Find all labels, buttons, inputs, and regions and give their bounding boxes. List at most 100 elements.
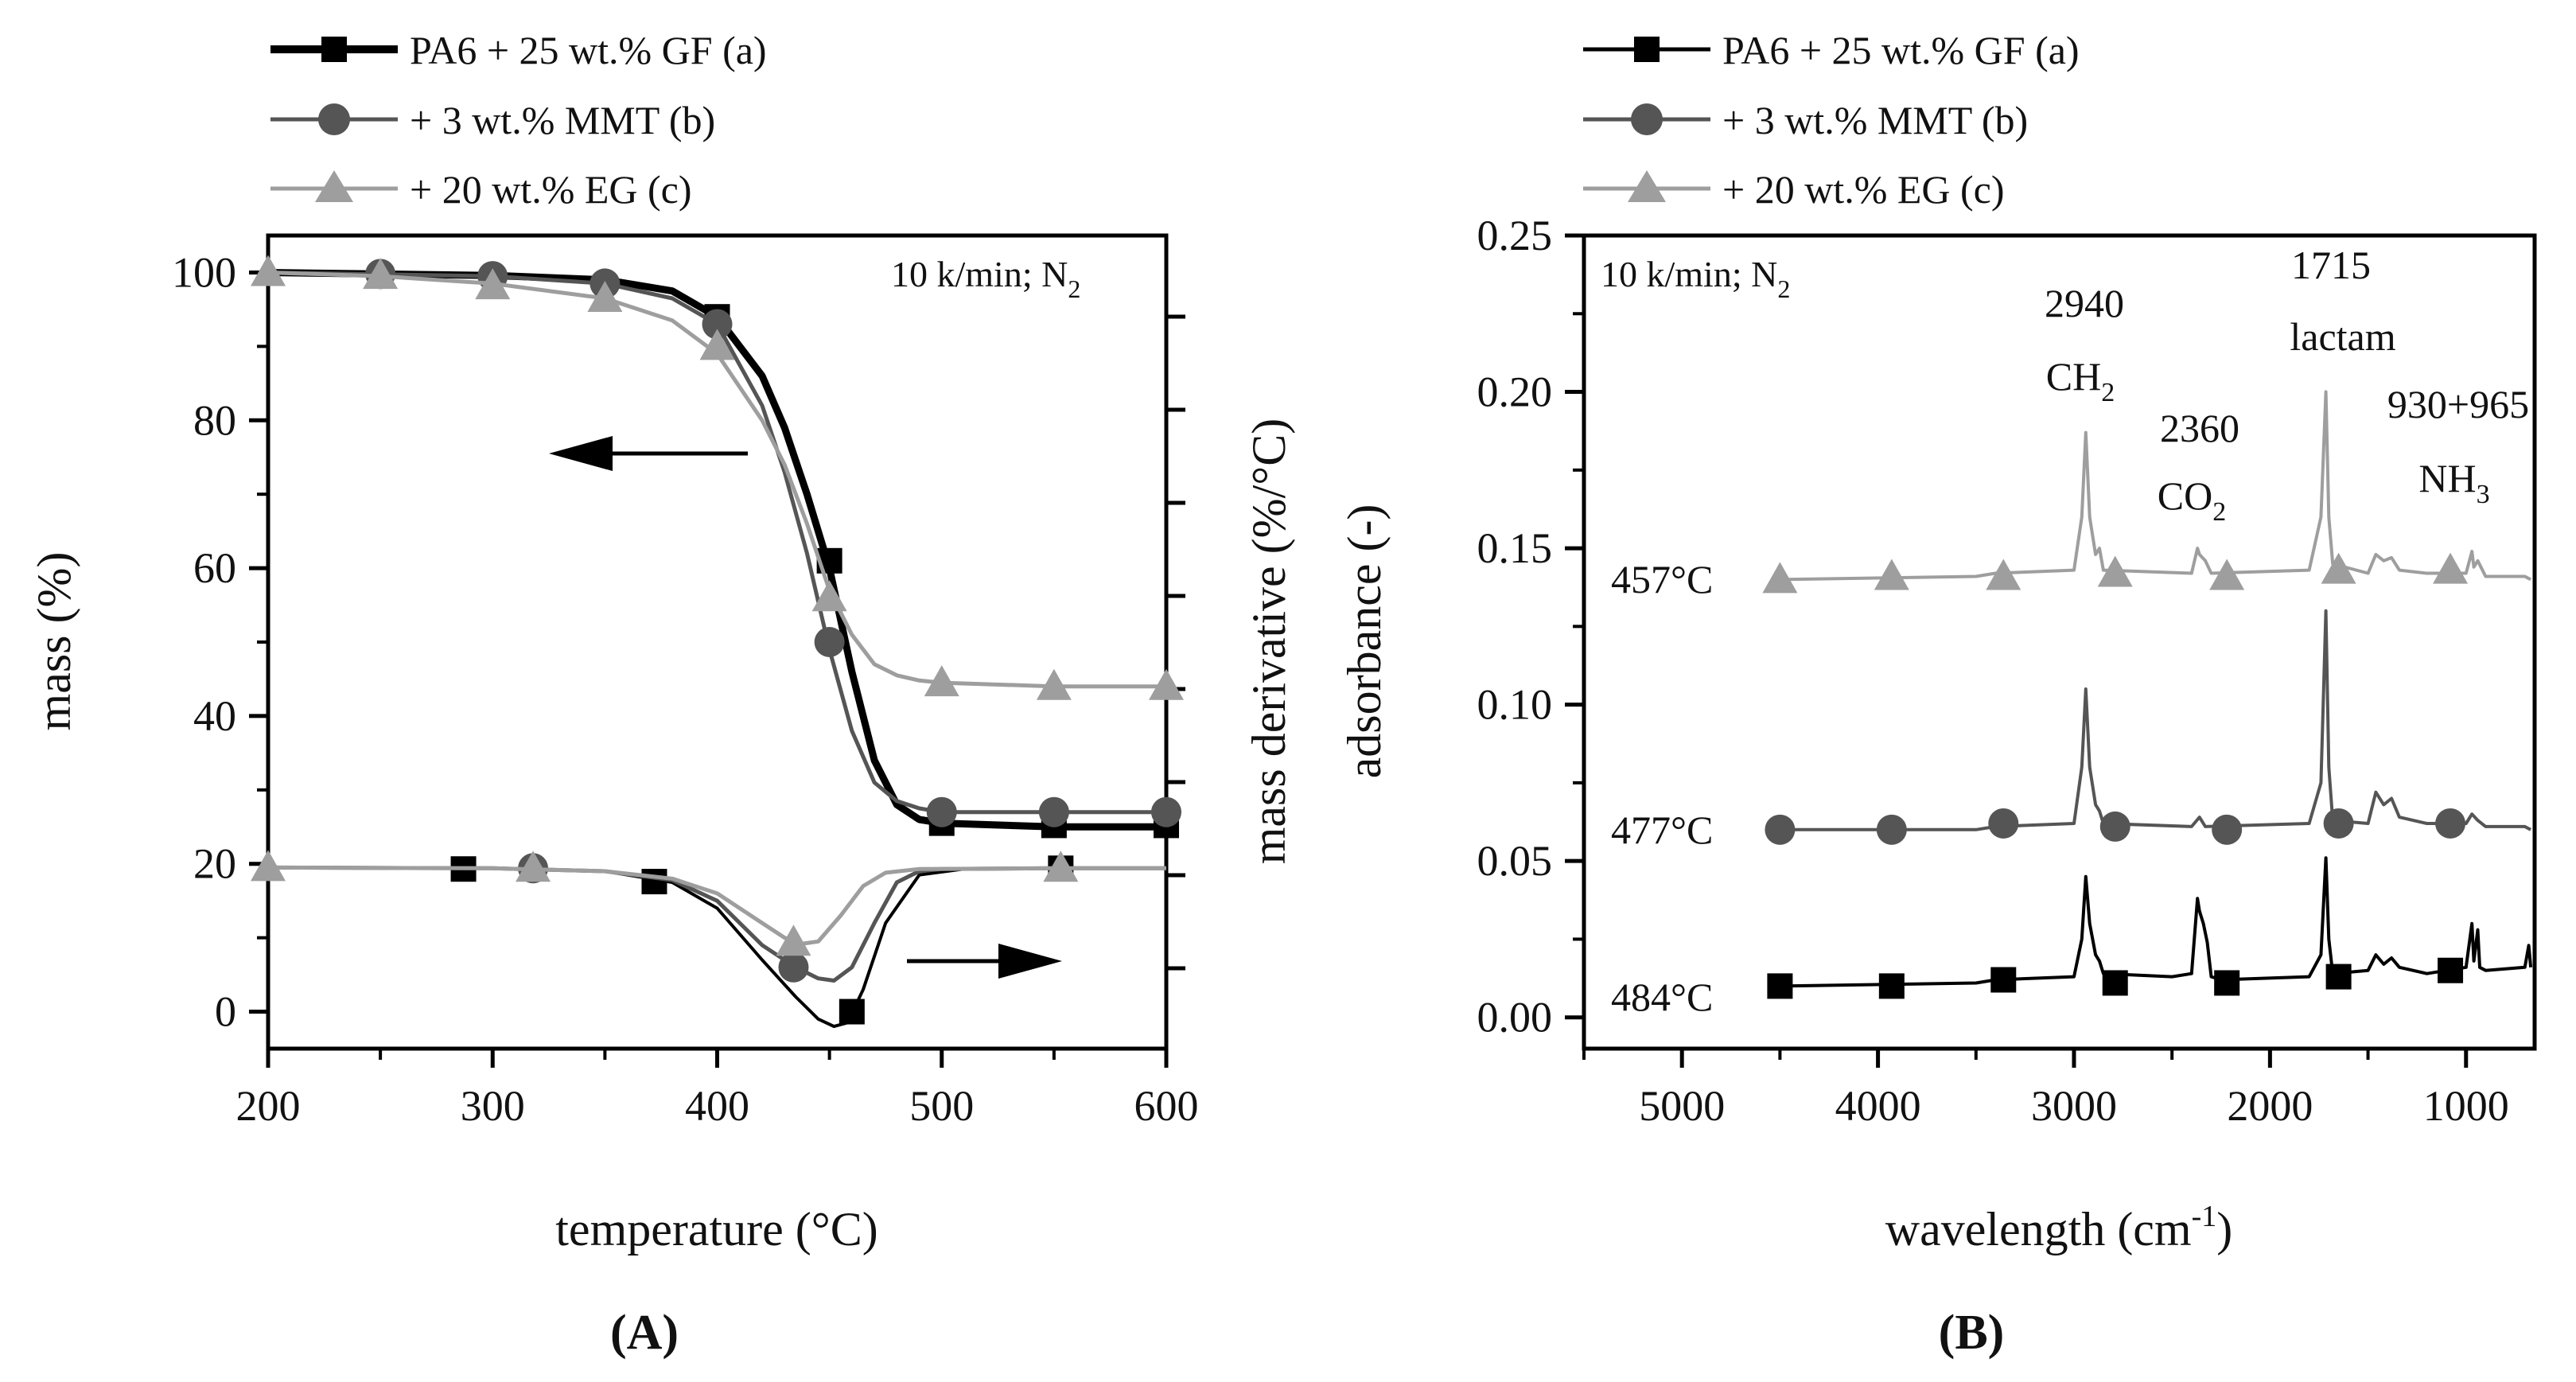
data-point-b-2 <box>2209 559 2245 590</box>
y-tick-label-a: 80 <box>193 396 236 444</box>
x-axis-title-b: wavelength (cm-1) <box>1885 1200 2232 1255</box>
annotation-b: 10 k/min; N2 <box>1601 254 1790 303</box>
data-point-b-2 <box>1874 559 1909 590</box>
axes-b: 5000 4000 3000 2000 1000 0.00 0.05 0.10 0.15 0.20… <box>1477 212 2509 1130</box>
data-point-a-2 <box>699 329 735 360</box>
data-point-b-0 <box>1990 967 2017 993</box>
data-point-b-1 <box>2212 814 2243 845</box>
data-point-a-1 <box>1151 796 1181 827</box>
peak-species-930-965: NH3 <box>2418 456 2489 509</box>
axes-a: 200 300 400 500 600 0 20 40 60 80 100 <box>172 248 1199 1130</box>
data-point-a-2 <box>924 665 959 697</box>
arrow-right-icon <box>907 944 1062 979</box>
series-a <box>251 255 1184 1029</box>
y-tick-label-b: 0.25 <box>1477 212 1553 259</box>
x-tick-label-a: 600 <box>1134 1082 1199 1130</box>
series-b <box>1762 390 2533 999</box>
data-point-b-0 <box>2325 964 2352 990</box>
y-tick-label-b: 0.10 <box>1477 681 1553 729</box>
temp-label-457: 457°C <box>1611 557 1713 601</box>
legend-a-label-0: PA6 + 25 wt.% GF (a) <box>410 28 767 72</box>
x-tick-label-a: 200 <box>236 1082 301 1130</box>
series-b-0 <box>1767 856 2533 999</box>
data-point-b-2 <box>2321 552 2356 584</box>
y-tick-label-b: 0.15 <box>1477 524 1553 572</box>
data-point-b-0 <box>1878 973 1905 999</box>
panel-a: PA6 + 25 wt.% GF (a) + 3 wt.% MMT (b) + … <box>28 28 1295 1360</box>
data-point-a-2 <box>363 258 399 290</box>
series-b-2 <box>1762 390 2532 594</box>
series-line-b-1 <box>1780 609 2532 831</box>
arrow-left-icon <box>549 436 748 471</box>
y-axis-title-b: adsorbance (-) <box>1338 504 1391 779</box>
panel-b: PA6 + 25 wt.% GF (a) + 3 wt.% MMT (b) + … <box>1338 28 2537 1360</box>
data-point-b-1 <box>1988 808 2019 839</box>
legend-a-label-1: + 3 wt.% MMT (b) <box>410 98 715 142</box>
x-tick-label-a: 500 <box>909 1082 974 1130</box>
peak-label-930-965: 930+965 NH3 <box>2387 382 2529 509</box>
data-point-b-1 <box>1765 814 1796 845</box>
legend-a-item-1: + 3 wt.% MMT (b) <box>270 98 715 142</box>
peak-species-2940: CH2 <box>2046 354 2115 407</box>
y-tick-label-a: 60 <box>193 544 236 592</box>
data-point-b-0 <box>2438 957 2464 983</box>
y-tick-label-a: 40 <box>193 692 236 740</box>
legend-b-label-0: PA6 + 25 wt.% GF (a) <box>1722 28 2080 72</box>
data-point-b-2 <box>2097 555 2133 587</box>
series-line-b-2 <box>1780 390 2532 582</box>
legend-b-label-1: + 3 wt.% MMT (b) <box>1722 98 2028 142</box>
legend-b-item-0: PA6 + 25 wt.% GF (a) <box>1583 28 2080 72</box>
data-point-b-0 <box>1767 973 1793 999</box>
legend-b-label-2: + 20 wt.% EG (c) <box>1722 167 2005 212</box>
data-point-b-1 <box>2323 808 2354 839</box>
peak-species-2360: CO2 <box>2158 473 2226 527</box>
data-point-a-2 <box>1149 668 1184 700</box>
peak-label-2940: 2940 CH2 <box>2045 281 2124 407</box>
x-tick-label-b: 4000 <box>1835 1082 1921 1130</box>
data-point-a-3 <box>839 999 865 1025</box>
legend-a-item-0: PA6 + 25 wt.% GF (a) <box>270 28 767 72</box>
x-tick-label-b: 3000 <box>2031 1082 2117 1130</box>
data-point-b-1 <box>1876 814 1907 845</box>
data-point-b-0 <box>2102 970 2128 996</box>
y-axis-title-a: mass (%) <box>28 552 80 731</box>
data-point-a-1 <box>926 796 957 827</box>
temp-label-477: 477°C <box>1611 808 1713 852</box>
x-tick-label-a: 400 <box>685 1082 749 1130</box>
data-point-a-4 <box>778 952 809 983</box>
data-point-b-2 <box>1986 559 2021 590</box>
plot-frame-b <box>1582 233 2537 1051</box>
y-tick-label-b: 0.00 <box>1477 994 1553 1041</box>
data-point-a-2 <box>587 280 623 312</box>
y-tick-label-a: 20 <box>193 840 236 888</box>
data-point-a-2 <box>251 255 286 286</box>
series-line-a-2 <box>267 271 1166 689</box>
legend-a-item-2: + 20 wt.% EG (c) <box>270 167 692 212</box>
series-line-b-0 <box>1780 856 2533 988</box>
peak-value-2360: 2360 <box>2160 406 2239 450</box>
data-point-b-0 <box>2214 970 2240 996</box>
series-a-5 <box>251 850 1166 956</box>
y2-axis-title-a: mass derivative (%/°C) <box>1243 418 1295 865</box>
peak-label-1715: 1715 lactam <box>2290 243 2395 359</box>
panel-label-a: (A) <box>610 1306 679 1360</box>
x-tick-label-b: 2000 <box>2227 1082 2313 1130</box>
data-point-b-2 <box>2433 552 2469 584</box>
x-axis-title-a: temperature (°C) <box>555 1203 877 1255</box>
data-point-a-2 <box>1036 668 1072 700</box>
data-point-a-5 <box>776 925 811 956</box>
data-point-a-1 <box>702 309 733 340</box>
legend-a-label-2: + 20 wt.% EG (c) <box>410 167 692 212</box>
data-point-a-2 <box>811 580 847 612</box>
x-tick-label-a: 300 <box>461 1082 525 1130</box>
peak-species-1715: lactam <box>2290 314 2395 359</box>
peak-value-930-965: 930+965 <box>2387 382 2529 426</box>
y-tick-label-b: 0.05 <box>1477 837 1553 885</box>
x-tick-label-b: 5000 <box>1639 1082 1725 1130</box>
data-point-b-1 <box>2099 811 2130 842</box>
panel-label-b: (B) <box>1939 1306 2005 1360</box>
data-point-a-5 <box>516 851 551 882</box>
y-tick-label-b: 0.20 <box>1477 368 1553 416</box>
y-tick-label-a: 100 <box>172 248 236 296</box>
